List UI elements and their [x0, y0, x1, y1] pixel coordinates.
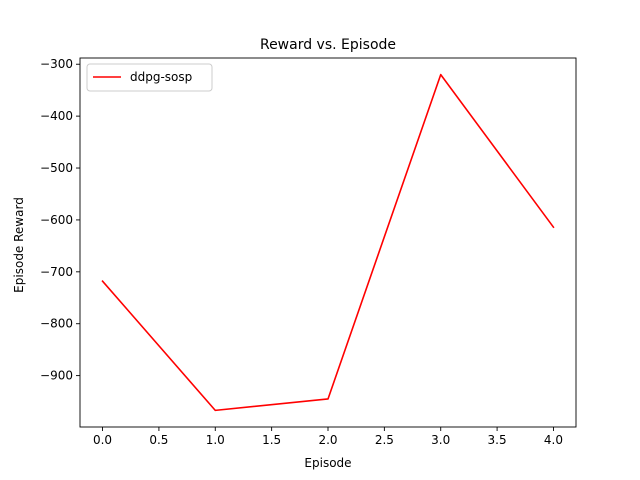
x-tick-label: 2.0	[318, 433, 337, 447]
legend-label: ddpg-sosp	[130, 70, 192, 84]
x-axis-label: Episode	[304, 456, 351, 470]
x-tick-label: 1.5	[262, 433, 281, 447]
legend-box	[86, 63, 213, 92]
series-line-0	[101, 73, 555, 412]
y-axis-label: Episode Reward	[12, 197, 26, 293]
y-tick-label: −900	[40, 369, 73, 383]
y-tick-label: −500	[40, 161, 73, 175]
y-tick-label: −300	[40, 57, 73, 71]
y-tick-label: −600	[40, 213, 73, 227]
legend: ddpg-sosp	[86, 63, 213, 92]
x-tick-label: 1.0	[206, 433, 225, 447]
chart-title: Reward vs. Episode	[260, 37, 396, 53]
x-tick-label: 4.0	[544, 433, 563, 447]
plot-area: 0.0 0.5 1.0 1.5 2.0 2.5 3.0 3.5 4.0 −300 −400 −500 −…	[40, 57, 577, 447]
x-tick-label: 3.5	[488, 433, 507, 447]
x-tick-label: 0.0	[93, 433, 112, 447]
y-tick-label: −700	[40, 265, 73, 279]
x-tick-label: 2.5	[375, 433, 394, 447]
y-tick-label: −400	[40, 109, 73, 123]
y-tick-label: −800	[40, 317, 73, 331]
x-tick-label: 0.5	[149, 433, 168, 447]
x-tick-label: 3.0	[431, 433, 450, 447]
